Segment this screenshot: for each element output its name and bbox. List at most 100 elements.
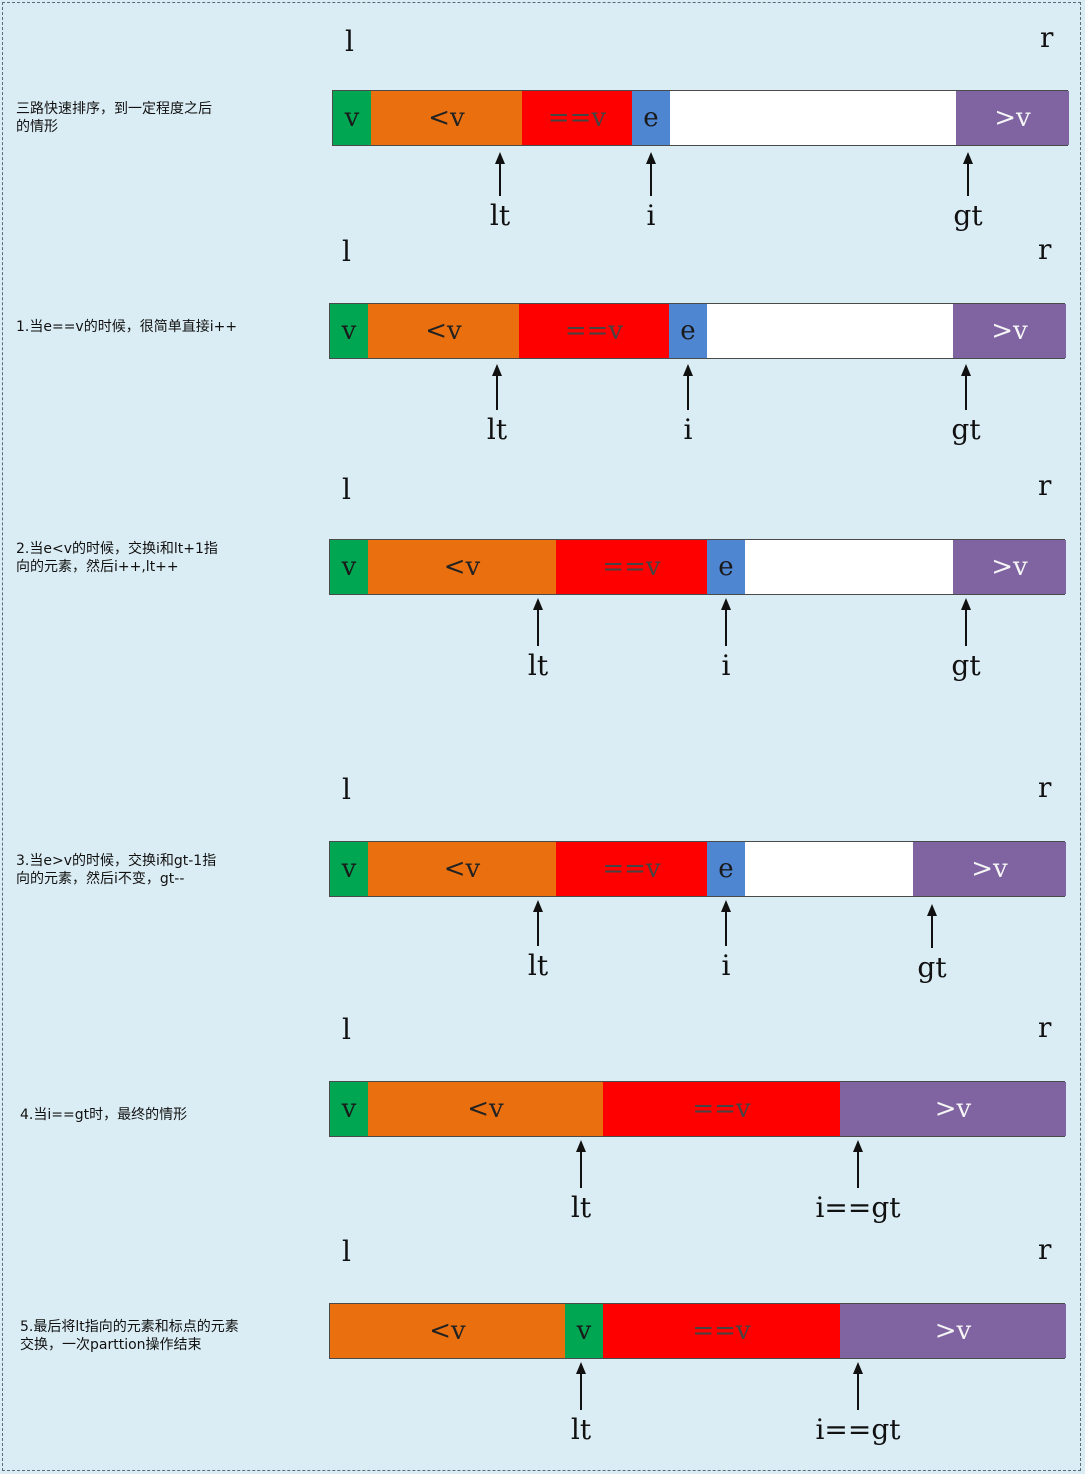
segment-less: <v	[371, 91, 522, 145]
array-bar: v <v ==v e >v	[332, 90, 1069, 146]
arrow-up-icon	[721, 598, 731, 610]
array-bar: v <v ==v e >v	[329, 539, 1066, 595]
arrow-up-icon	[853, 1362, 863, 1374]
segment-unprocessed	[745, 842, 913, 896]
segment-greater: >v	[953, 304, 1066, 358]
description-line: 4.当i==gt时，最终的情形	[20, 1107, 188, 1123]
segment-current: e	[707, 540, 745, 594]
description-line: 向的元素，然后i不变，gt--	[16, 871, 185, 887]
segment-greater: >v	[840, 1082, 1066, 1136]
pointer-label: lt	[527, 949, 549, 982]
segment-less: <v	[368, 842, 556, 896]
array-bar: v <v ==v e >v	[329, 841, 1066, 897]
step-description: 1.当e==v的时候，很简单直接i++	[16, 318, 237, 336]
arrow-up-icon	[961, 364, 971, 376]
right-bound-label: r	[1038, 469, 1052, 502]
arrow-shaft	[857, 1150, 859, 1188]
array-bar: v <v ==v >v	[329, 1081, 1066, 1137]
arrow-up-icon	[492, 364, 502, 376]
arrow-shaft	[499, 162, 501, 196]
segment-equal: ==v	[603, 1082, 840, 1136]
arrow-shaft	[857, 1372, 859, 1410]
step-description: 5.最后将lt指向的元素和标点的元素 交换，一次parttion操作结束	[20, 1318, 239, 1354]
left-bound-label: l	[342, 473, 351, 506]
left-bound-label: l	[342, 773, 351, 806]
segment-less: <v	[368, 1082, 603, 1136]
pointer-label: lt	[486, 413, 508, 446]
pointer-label: lt	[570, 1191, 592, 1224]
segment-equal: ==v	[522, 91, 632, 145]
pointer-label: lt	[570, 1413, 592, 1446]
right-bound-label: r	[1038, 1011, 1052, 1044]
segment-equal: ==v	[556, 540, 707, 594]
description-line: 的情形	[16, 119, 58, 135]
segment-greater: >v	[913, 842, 1066, 896]
right-bound-label: r	[1038, 233, 1052, 266]
segment-less: <v	[330, 1304, 565, 1358]
arrow-shaft	[580, 1150, 582, 1188]
pointer-label: gt	[953, 199, 983, 232]
arrow-up-icon	[721, 900, 731, 912]
pointer-label: i	[721, 949, 731, 982]
arrow-shaft	[965, 374, 967, 410]
arrow-shaft	[537, 608, 539, 646]
step-description: 3.当e>v的时候，交换i和gt-1指 向的元素，然后i不变，gt--	[16, 852, 216, 888]
pointer-label: gt	[951, 413, 981, 446]
segment-equal: ==v	[556, 842, 707, 896]
right-bound-label: r	[1038, 771, 1052, 804]
arrow-shaft	[650, 162, 652, 196]
segment-current: e	[707, 842, 745, 896]
arrow-shaft	[496, 374, 498, 410]
segment-greater: >v	[953, 540, 1066, 594]
arrow-up-icon	[961, 598, 971, 610]
pointer-label: i	[683, 413, 693, 446]
segment-unprocessed	[745, 540, 953, 594]
segment-v: v	[330, 842, 368, 896]
left-bound-label: l	[342, 235, 351, 268]
arrow-up-icon	[853, 1140, 863, 1152]
arrow-shaft	[725, 608, 727, 646]
description-line: 2.当e<v的时候，交换i和lt+1指	[16, 541, 218, 557]
array-bar: v <v ==v e >v	[329, 303, 1066, 359]
array-bar: <v v ==v >v	[329, 1303, 1066, 1359]
arrow-up-icon	[646, 152, 656, 164]
arrow-shaft	[537, 910, 539, 946]
step-description: 三路快速排序，到一定程度之后 的情形	[16, 100, 212, 136]
step-description: 2.当e<v的时候，交换i和lt+1指 向的元素，然后i++,lt++	[16, 540, 218, 576]
pointer-label: i==gt	[815, 1191, 901, 1224]
segment-equal: ==v	[519, 304, 669, 358]
segment-less: <v	[368, 304, 519, 358]
description-line: 交换，一次parttion操作结束	[20, 1337, 202, 1353]
segment-unprocessed	[707, 304, 953, 358]
pointer-label: gt	[917, 951, 947, 984]
arrow-shaft	[580, 1372, 582, 1410]
segment-greater: >v	[956, 91, 1069, 145]
arrow-up-icon	[576, 1140, 586, 1152]
arrow-shaft	[967, 162, 969, 196]
segment-v: v	[333, 91, 371, 145]
description-line: 5.最后将lt指向的元素和标点的元素	[20, 1319, 239, 1335]
left-bound-label: l	[345, 25, 354, 58]
segment-current: e	[669, 304, 707, 358]
left-bound-label: l	[342, 1235, 351, 1268]
segment-less: <v	[368, 540, 556, 594]
pointer-label: i	[721, 649, 731, 682]
description-line: 3.当e>v的时候，交换i和gt-1指	[16, 853, 217, 869]
description-line: 向的元素，然后i++,lt++	[16, 559, 179, 575]
arrow-up-icon	[963, 152, 973, 164]
arrow-shaft	[725, 910, 727, 946]
step-description: 4.当i==gt时，最终的情形	[20, 1106, 187, 1124]
description-line: 1.当e==v的时候，很简单直接i++	[16, 319, 238, 335]
arrow-shaft	[931, 914, 933, 948]
pointer-label: i==gt	[815, 1413, 901, 1446]
arrow-up-icon	[927, 904, 937, 916]
segment-equal: ==v	[603, 1304, 840, 1358]
segment-v: v	[330, 540, 368, 594]
arrow-shaft	[687, 374, 689, 410]
segment-v: v	[330, 1082, 368, 1136]
pointer-label: i	[646, 199, 656, 232]
arrow-shaft	[965, 608, 967, 646]
arrow-up-icon	[533, 900, 543, 912]
